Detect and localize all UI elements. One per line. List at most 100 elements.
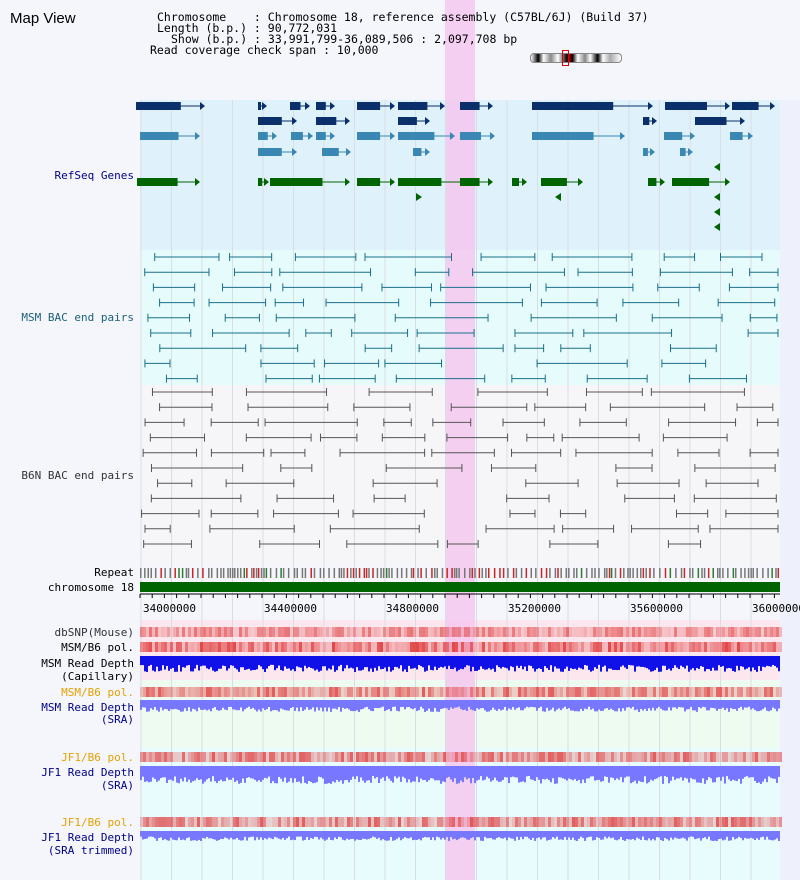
depth-bar-capillary — [266, 656, 268, 669]
pol-heat-cell — [470, 687, 473, 697]
track-label-msm-bac[interactable]: MSM BAC end pairs — [21, 311, 134, 324]
depth-bar-sra — [388, 700, 390, 710]
depth-bar-sra — [498, 766, 500, 782]
track-label-jf1-depth-trimmed[interactable]: JF1 Read Depth — [41, 831, 134, 844]
pol-heat-cell — [566, 627, 569, 637]
pol-heat-cell — [284, 642, 287, 652]
depth-bar-capillary — [548, 656, 550, 670]
track-label-repeat[interactable]: Repeat — [94, 566, 134, 579]
track-label-chromosome[interactable]: chromosome 18 — [47, 581, 134, 594]
depth-bar-sra — [364, 700, 366, 708]
pol-heat-cell — [158, 642, 161, 652]
depth-bar-sra-trimmed — [460, 831, 462, 838]
depth-bar-capillary — [478, 656, 480, 670]
depth-bar-sra-trimmed — [290, 831, 292, 841]
track-label-refseq[interactable]: RefSeq Genes — [54, 169, 134, 182]
repeat-element — [451, 568, 453, 578]
depth-bar-sra-trimmed — [192, 831, 194, 841]
gene-strand-arrow — [725, 102, 730, 110]
depth-bar-capillary — [744, 656, 746, 670]
pol-heat-cell — [491, 817, 494, 827]
depth-bar-sra-trimmed — [218, 831, 220, 841]
pol-heat-cell — [308, 817, 311, 827]
pol-heat-cell — [377, 627, 380, 637]
depth-bar-capillary — [502, 656, 504, 667]
depth-bar-sra — [238, 766, 240, 784]
depth-bar-capillary — [214, 656, 216, 672]
gene-strand-arrow — [345, 178, 350, 186]
pol-heat-cell — [194, 627, 197, 637]
pol-heat-cell — [515, 627, 518, 637]
track-label-jf1-b6-pol-1[interactable]: JF1/B6 pol. — [61, 751, 134, 764]
track-label-msm-b6-pol-1[interactable]: MSM/B6 pol. — [61, 641, 134, 654]
track-label-b6n-bac[interactable]: B6N BAC end pairs — [21, 469, 134, 482]
depth-bar-sra — [378, 766, 380, 783]
pol-heat-cell — [635, 752, 638, 762]
track-label-jf1-depth-sra[interactable]: JF1 Read Depth — [41, 766, 134, 779]
depth-bar-capillary — [582, 656, 584, 670]
depth-bar-sra — [240, 766, 242, 783]
depth-bar-capillary — [746, 656, 748, 669]
depth-bar-sra — [348, 700, 350, 710]
pol-heat-cell — [248, 752, 251, 762]
pol-heat-cell — [344, 627, 347, 637]
depth-bar-sra-trimmed — [436, 831, 438, 837]
depth-bar-capillary — [630, 656, 632, 666]
depth-bar-capillary — [674, 656, 676, 666]
track-label-msm-depth-capillary[interactable]: MSM Read Depth — [41, 657, 134, 670]
depth-bar-capillary — [308, 656, 310, 667]
depth-bar-capillary — [530, 656, 532, 666]
pol-heat-cell — [743, 687, 746, 697]
repeat-element — [405, 568, 408, 578]
length-info: Length (b.p.) : 90,772,031 — [157, 21, 338, 35]
depth-bar-capillary — [398, 656, 400, 669]
pol-heat-cell — [560, 817, 563, 827]
track-label-jf1-depth-trimmed-sub: (SRA trimmed) — [47, 844, 134, 857]
gene-exon — [316, 102, 326, 110]
repeat-element — [707, 568, 710, 578]
pol-heat-cell — [155, 627, 158, 637]
pol-heat-cell — [773, 687, 776, 697]
track-label-msm-depth-sra[interactable]: MSM Read Depth — [41, 701, 134, 714]
depth-bar-sra-trimmed — [574, 831, 576, 841]
pol-heat-cell — [278, 752, 281, 762]
depth-bar-sra — [646, 766, 648, 784]
depth-bar-capillary — [756, 656, 758, 672]
track-label-dbsnp[interactable]: dbSNP(Mouse) — [54, 626, 134, 639]
pol-heat-cell — [356, 817, 359, 827]
chromosome-ideogram[interactable] — [530, 53, 622, 63]
pol-heat-cell — [599, 817, 602, 827]
gene-exon — [258, 117, 282, 125]
pol-heat-cell — [635, 817, 638, 827]
depth-bar-sra — [634, 766, 636, 781]
pol-heat-cell — [158, 687, 161, 697]
pol-heat-cell — [320, 642, 323, 652]
depth-bar-sra — [626, 700, 628, 708]
depth-bar-capillary — [776, 656, 778, 668]
depth-bar-sra — [668, 700, 670, 708]
depth-bar-sra-trimmed — [278, 831, 280, 839]
depth-bar-sra — [294, 700, 296, 711]
depth-bar-capillary — [162, 656, 164, 666]
pol-heat-cell — [632, 817, 635, 827]
pol-heat-cell — [461, 642, 464, 652]
depth-bar-sra-trimmed — [522, 831, 524, 840]
depth-bar-capillary — [152, 656, 154, 671]
pol-heat-cell — [776, 642, 779, 652]
depth-bar-sra — [636, 766, 638, 784]
depth-bar-capillary — [516, 656, 518, 666]
pol-heat-cell — [740, 627, 743, 637]
depth-bar-sra — [716, 700, 718, 711]
track-label-jf1-b6-pol-2[interactable]: JF1/B6 pol. — [61, 816, 134, 829]
depth-bar-sra — [270, 766, 272, 784]
repeat-element — [735, 568, 737, 578]
track-label-msm-b6-pol-2[interactable]: MSM/B6 pol. — [61, 686, 134, 699]
repeat-element — [471, 568, 474, 578]
pol-heat-cell — [302, 687, 305, 697]
depth-bar-capillary — [420, 656, 422, 667]
pol-heat-cell — [443, 752, 446, 762]
pol-heat-cell — [191, 687, 194, 697]
depth-bar-sra — [650, 766, 652, 780]
pol-heat-cell — [341, 642, 344, 652]
